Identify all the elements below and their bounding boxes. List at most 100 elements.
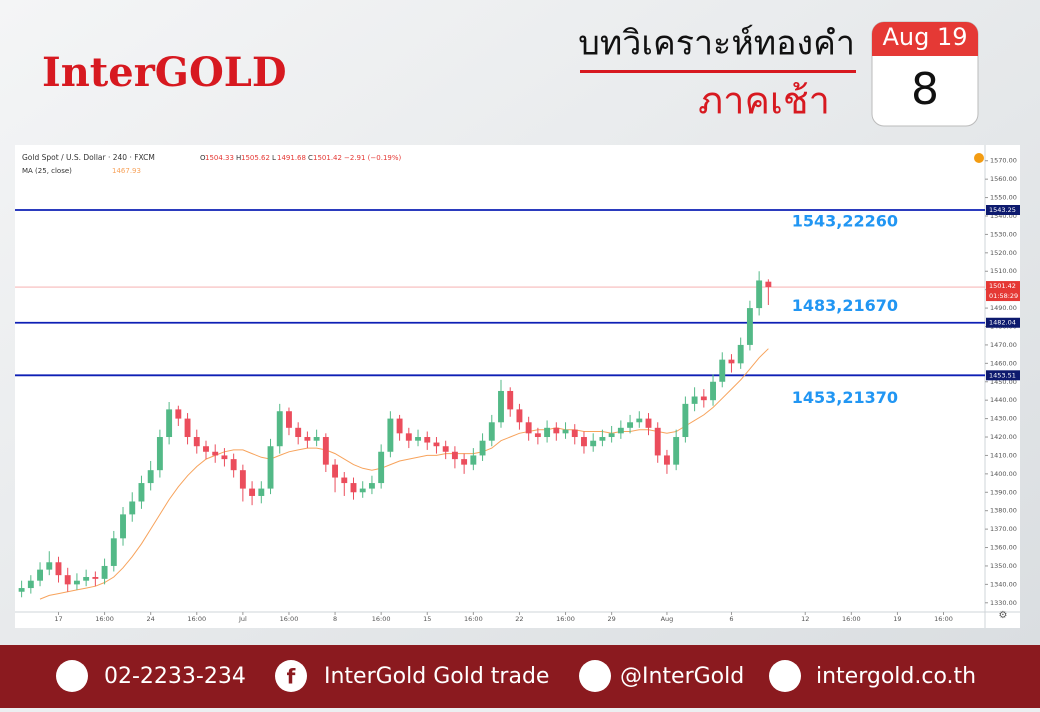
- candle-body: [276, 411, 283, 447]
- x-tick-label: 16:00: [95, 615, 114, 623]
- candle-body: [101, 565, 108, 579]
- x-tick-label: 16:00: [556, 615, 575, 623]
- calendar-month: Aug 19: [882, 23, 967, 51]
- candle-body: [156, 437, 163, 471]
- candle-body: [239, 470, 246, 489]
- candle-body: [737, 344, 744, 364]
- level-tag: [986, 370, 1020, 381]
- ma-line: [39, 348, 769, 600]
- line-icon: [579, 660, 611, 692]
- brand-logo: InterGOLD: [42, 49, 287, 96]
- candle-body: [461, 459, 468, 465]
- x-tick-label: 16:00: [464, 615, 483, 623]
- ohlc-legend-label: O: [200, 154, 206, 162]
- x-tick-label: 17: [54, 615, 62, 623]
- x-tick-label: 16:00: [934, 615, 953, 623]
- x-tick-label: 24: [147, 615, 155, 623]
- footer-line: @InterGold: [620, 664, 744, 689]
- candle-body: [756, 280, 763, 309]
- settings-icon[interactable]: ⚙: [999, 610, 1008, 621]
- x-tick-label: Aug: [661, 615, 674, 623]
- x-tick-label: Jul: [238, 615, 247, 623]
- candle-body: [719, 359, 726, 382]
- y-tick-label: 1400.00: [990, 470, 1017, 478]
- candle-body: [433, 442, 440, 447]
- x-tick-label: 16:00: [372, 615, 391, 623]
- ma-legend-value: 1467.93: [112, 167, 141, 175]
- y-tick-label: 1450.00: [990, 378, 1017, 386]
- candle-body: [470, 455, 477, 465]
- y-tick-label: 1360.00: [990, 544, 1017, 552]
- candle-body: [562, 429, 569, 434]
- candle-body: [424, 437, 431, 443]
- candle-body: [728, 359, 735, 364]
- candle-body: [691, 396, 698, 404]
- candle-body: [700, 396, 707, 401]
- x-tick-label: 16:00: [187, 615, 206, 623]
- candle-body: [682, 403, 689, 438]
- candle-body: [341, 477, 348, 484]
- x-tick-label: 12: [801, 615, 809, 623]
- level-note: 1543,22260: [792, 212, 898, 231]
- candle-body: [636, 418, 643, 423]
- candle-body: [617, 427, 624, 434]
- candle-body: [590, 440, 597, 447]
- phone-icon: [56, 660, 88, 692]
- candle-body: [599, 437, 606, 441]
- candle-body: [55, 562, 62, 576]
- candle-body: [663, 455, 670, 465]
- candle-body: [267, 446, 274, 489]
- candle-body: [147, 470, 154, 484]
- level-note: 1483,21670: [792, 296, 898, 315]
- candle-body: [627, 422, 634, 428]
- x-tick-label: 16:00: [280, 615, 299, 623]
- candle-body: [37, 569, 43, 581]
- candle-body: [746, 308, 753, 345]
- y-tick-label: 1520.00: [990, 249, 1017, 257]
- candle-body: [405, 433, 412, 441]
- candle-body: [479, 440, 486, 456]
- ohlc-legend-value: 1491.68: [277, 154, 306, 162]
- candle-body: [710, 381, 716, 401]
- candle-body: [544, 427, 551, 438]
- x-tick-label: 19: [893, 615, 901, 623]
- candle-body: [765, 281, 772, 288]
- y-tick-label: 1530.00: [990, 230, 1017, 238]
- candle-body: [507, 390, 514, 410]
- candle-body: [322, 437, 329, 465]
- y-tick-label: 1420.00: [990, 433, 1017, 441]
- candle-body: [129, 501, 136, 515]
- ohlc-legend-value: 1504.33: [205, 154, 234, 162]
- ohlc-legend-label: L: [272, 154, 276, 162]
- y-tick-label: 1550.00: [990, 194, 1017, 202]
- candle-body: [286, 411, 292, 428]
- y-tick-label: 1560.00: [990, 175, 1017, 183]
- candle-body: [645, 418, 652, 428]
- level-tag-label: 1543.25: [989, 206, 1016, 214]
- y-tick-label: 1460.00: [990, 359, 1017, 367]
- x-tick-label: 16:00: [842, 615, 861, 623]
- candle-body: [166, 409, 173, 438]
- candle-body: [27, 580, 34, 589]
- candle-body: [212, 451, 219, 456]
- candle-body: [654, 427, 661, 456]
- ohlc-change: −2.91 (−0.19%): [344, 154, 402, 162]
- web-icon: [769, 660, 801, 692]
- y-tick-label: 1390.00: [990, 488, 1017, 496]
- y-tick-label: 1350.00: [990, 562, 1017, 570]
- candle-body: [368, 483, 375, 489]
- candle-body: [673, 437, 680, 465]
- y-tick-label: 1510.00: [990, 267, 1017, 275]
- candle-body: [258, 488, 265, 496]
- candle-body: [451, 451, 458, 460]
- footer-bar: [0, 645, 1040, 708]
- candle-body: [120, 514, 126, 539]
- candle-body: [64, 575, 71, 585]
- candle-body: [581, 437, 587, 447]
- y-tick-label: 1380.00: [990, 507, 1017, 515]
- last-price-label: 1501.42: [989, 282, 1016, 290]
- candle-body: [221, 455, 228, 460]
- candle-body: [396, 418, 403, 434]
